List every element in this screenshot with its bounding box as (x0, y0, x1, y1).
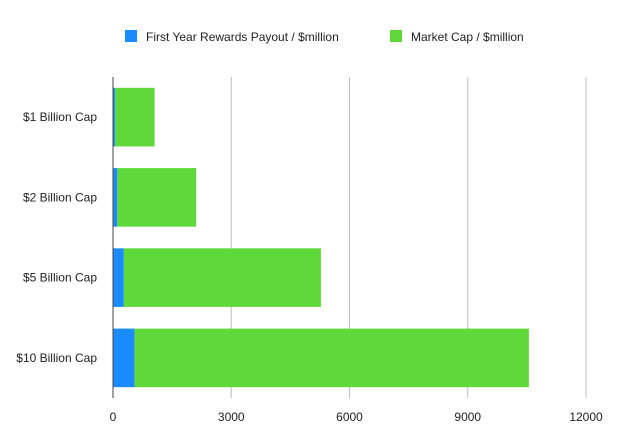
axes: 0 3000 6000 9000 12000 $1 Billion Cap $2 Billi… (16, 77, 603, 424)
legend-label-1: First Year Rewards Payout / $million (146, 30, 339, 44)
x-tick-label-12000: 12000 (569, 410, 603, 424)
x-tick-label-0: 0 (110, 410, 117, 424)
bar-3-series-1 (113, 248, 124, 307)
bar-4-series-2 (134, 328, 529, 388)
legend-swatch-1 (125, 30, 137, 42)
category-label-1: $1 Billion Cap (23, 110, 97, 124)
x-tick-label-3000: 3000 (218, 410, 245, 424)
legend: First Year Rewards Payout / $million Mark… (125, 30, 524, 44)
bar-2-series-2 (117, 168, 197, 227)
bar-3-series-2 (123, 248, 321, 307)
bars (113, 87, 529, 388)
category-label-3: $5 Billion Cap (23, 271, 97, 285)
bar-1-series-1 (113, 87, 116, 147)
category-label-2: $2 Billion Cap (23, 190, 97, 204)
legend-label-2: Market Cap / $million (411, 30, 524, 44)
category-label-4: $10 Billion Cap (16, 351, 97, 365)
bar-4-series-1 (113, 328, 135, 388)
x-tick-label-6000: 6000 (336, 410, 363, 424)
bar-2-series-1 (113, 168, 118, 227)
legend-swatch-2 (390, 30, 402, 42)
x-tick-label-9000: 9000 (454, 410, 481, 424)
bar-1-series-2 (115, 87, 155, 147)
